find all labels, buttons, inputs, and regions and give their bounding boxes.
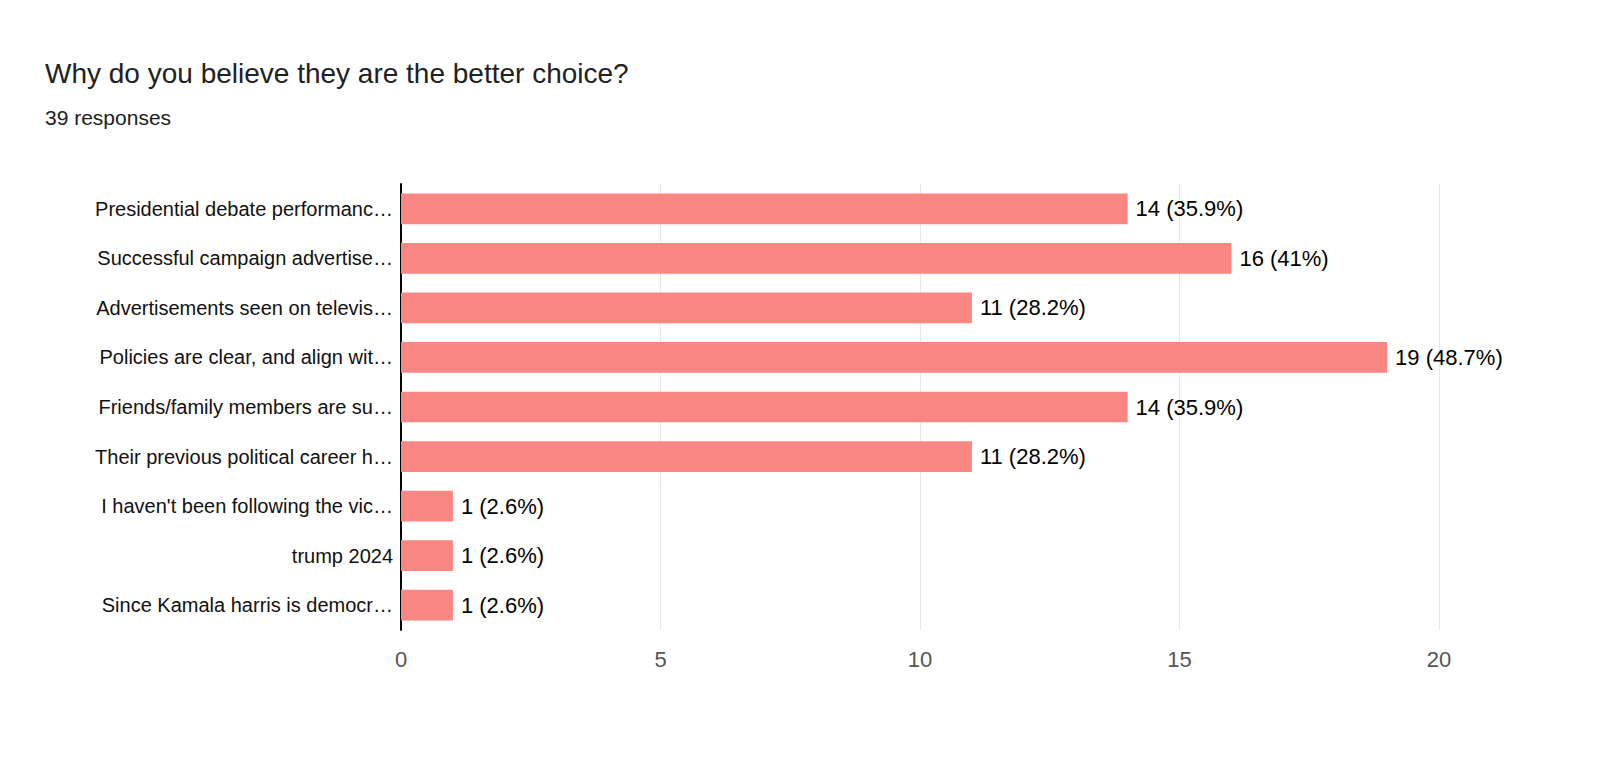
svg-text:Since Kamala harris is democr…: Since Kamala harris is democr… [102, 594, 393, 616]
svg-text:Their previous political caree: Their previous political career h… [95, 446, 393, 468]
svg-text:Why do you believe they are th: Why do you believe they are the better c… [45, 58, 629, 89]
svg-text:Successful campaign advertise…: Successful campaign advertise… [97, 247, 393, 269]
svg-text:Policies are clear, and align: Policies are clear, and align wit… [100, 346, 393, 368]
svg-text:11 (28.2%): 11 (28.2%) [980, 444, 1086, 469]
svg-text:Friends/family members are su…: Friends/family members are su… [98, 396, 393, 418]
svg-text:10: 10 [908, 647, 932, 672]
svg-text:5: 5 [654, 647, 666, 672]
svg-text:1 (2.6%): 1 (2.6%) [461, 543, 544, 568]
svg-text:19 (48.7%): 19 (48.7%) [1395, 345, 1503, 370]
svg-text:14 (35.9%): 14 (35.9%) [1136, 196, 1244, 221]
svg-text:1 (2.6%): 1 (2.6%) [461, 593, 544, 618]
svg-text:14 (35.9%): 14 (35.9%) [1136, 395, 1244, 420]
svg-text:39 responses: 39 responses [45, 106, 171, 129]
svg-text:16 (41%): 16 (41%) [1239, 246, 1328, 271]
svg-text:11 (28.2%): 11 (28.2%) [980, 295, 1086, 320]
svg-text:1 (2.6%): 1 (2.6%) [461, 494, 544, 519]
svg-text:trump 2024: trump 2024 [292, 545, 393, 567]
svg-text:Presidential debate performanc: Presidential debate performanc… [95, 198, 393, 220]
svg-text:0: 0 [395, 647, 407, 672]
svg-text:I haven't been following the v: I haven't been following the vic… [101, 495, 393, 517]
svg-text:15: 15 [1167, 647, 1191, 672]
svg-text:Advertisements seen on televis: Advertisements seen on televis… [96, 297, 393, 319]
svg-text:20: 20 [1427, 647, 1451, 672]
